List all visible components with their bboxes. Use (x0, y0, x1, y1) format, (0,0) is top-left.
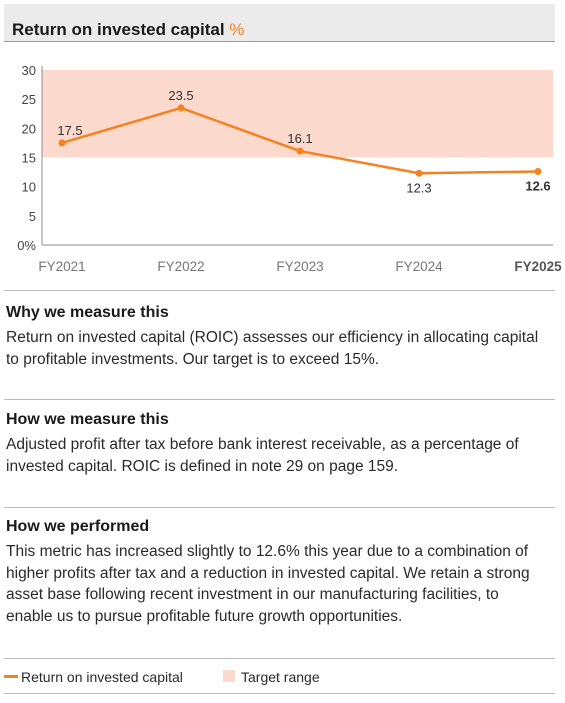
x-tick-label: FY2021 (38, 259, 85, 274)
data-label: 23.5 (168, 88, 193, 103)
roic-line-chart: 0% 5 10 15 20 25 30 FY2021 FY2022 FY2023 FY2024 FY2… (17, 63, 562, 274)
data-point (58, 139, 66, 147)
target-range-band (42, 70, 553, 158)
divider (4, 658, 555, 659)
y-tick-label: 10 (22, 180, 36, 195)
data-point (534, 168, 542, 175)
data-label: 12.3 (406, 180, 431, 195)
chart-legend: Return on invested capital Target range (4, 667, 555, 689)
x-tick-label: FY2022 (157, 259, 204, 274)
legend-range-label: Target range (241, 669, 320, 685)
legend-line-label: Return on invested capital (21, 669, 183, 685)
data-label: 16.1 (287, 131, 312, 146)
y-tick-label: 30 (22, 63, 36, 78)
legend-range-swatch (223, 670, 235, 682)
legend-line-swatch (4, 675, 18, 678)
chart-title-label: Return on invested capital (12, 20, 225, 39)
data-point (415, 169, 423, 177)
y-tick-label: 5 (29, 209, 36, 224)
performed-section: How we performed This metric has increas… (4, 517, 555, 627)
divider (4, 399, 555, 400)
y-tick-label: 15 (22, 151, 36, 166)
performed-body: This metric has increased slightly to 12… (6, 543, 530, 625)
y-tick-label: 20 (22, 121, 36, 136)
x-tick-label: FY2025 (514, 259, 562, 274)
x-tick-label: FY2024 (395, 259, 443, 274)
chart-title: Return on invested capital % (12, 20, 244, 40)
chart-title-unit: % (229, 20, 245, 39)
x-tick-label: FY2023 (276, 259, 323, 274)
y-tick-label: 0% (17, 238, 36, 253)
data-point (177, 104, 185, 112)
data-label: 12.6 (525, 179, 550, 194)
why-body: Return on invested capital (ROIC) assess… (6, 329, 539, 368)
chart-title-bar: Return on invested capital % (4, 4, 555, 42)
data-label: 17.5 (57, 123, 82, 138)
divider (4, 693, 555, 694)
how-body: Adjusted profit after tax before bank in… (6, 436, 519, 475)
how-heading: How we measure this (6, 411, 169, 428)
divider (4, 290, 555, 291)
y-tick-label: 25 (22, 92, 36, 107)
data-point (296, 147, 304, 155)
why-heading: Why we measure this (6, 304, 169, 321)
performed-heading: How we performed (6, 518, 150, 535)
why-section: Why we measure this Return on invested c… (4, 303, 555, 370)
divider (4, 507, 555, 508)
how-section: How we measure this Adjusted profit afte… (4, 410, 555, 477)
